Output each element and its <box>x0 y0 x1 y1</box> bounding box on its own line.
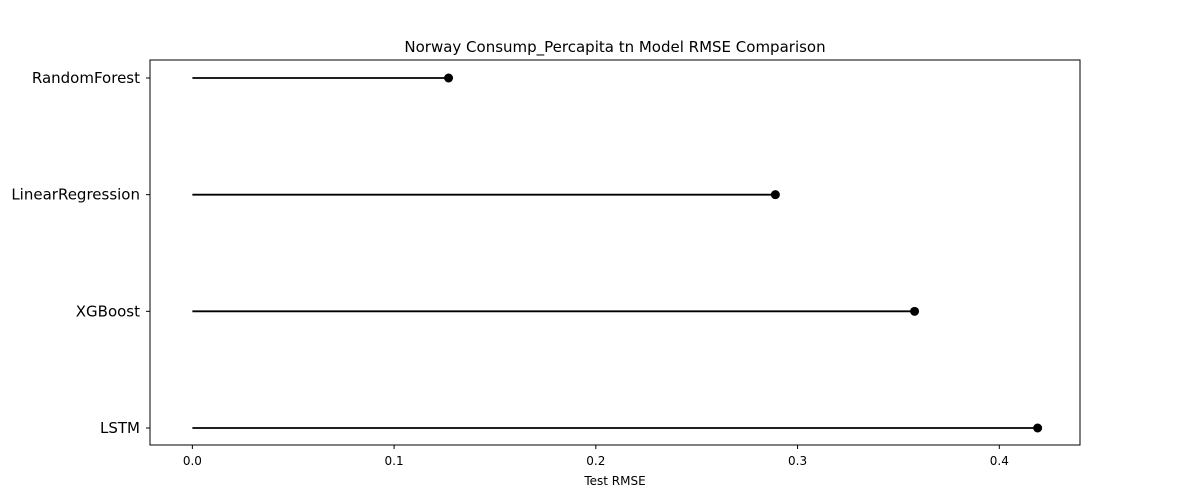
x-axis-label: Test RMSE <box>583 474 645 488</box>
ytick-label-randomforest: RandomForest <box>32 69 140 87</box>
ytick-label-xgboost: XGBoost <box>76 302 140 320</box>
marker-randomforest <box>444 73 454 83</box>
marker-xgboost <box>910 306 920 316</box>
xtick-label: 0.4 <box>990 454 1009 468</box>
xtick-label: 0.3 <box>788 454 807 468</box>
lollipop-stems <box>192 77 1038 429</box>
marker-linearregression <box>770 190 780 200</box>
ytick-label-lstm: LSTM <box>100 419 140 437</box>
lollipop-markers <box>444 73 1043 433</box>
xtick-label: 0.0 <box>183 454 202 468</box>
chart-title: Norway Consump_Percapita tn Model RMSE C… <box>404 38 825 57</box>
xtick-label: 0.1 <box>385 454 404 468</box>
plot-frame <box>149 59 1081 446</box>
ytick-label-linearregression: LinearRegression <box>11 186 140 204</box>
x-axis-ticks: 0.0 0.1 0.2 0.3 0.4 <box>183 445 1009 468</box>
y-axis-ticks: RandomForest LinearRegression XGBoost LSTM <box>11 69 150 437</box>
marker-lstm <box>1033 423 1043 433</box>
xtick-label: 0.2 <box>586 454 605 468</box>
